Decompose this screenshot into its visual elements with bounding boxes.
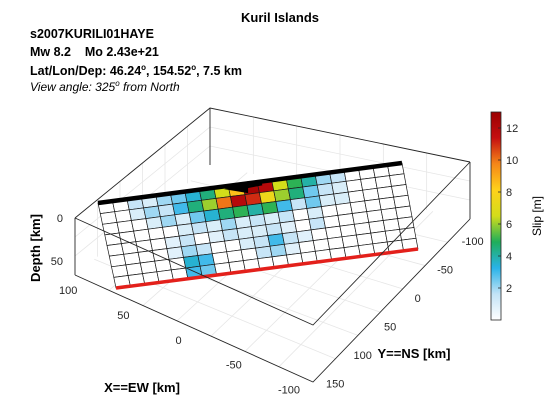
fault-top-trace bbox=[97, 160, 403, 206]
fault-patch bbox=[139, 260, 158, 274]
fault-patch bbox=[174, 212, 192, 226]
x-tick-label: 0 bbox=[176, 335, 182, 347]
colorbar-ramp bbox=[490, 111, 502, 321]
colorbar-tick-label: 4 bbox=[506, 251, 512, 263]
x-tick-label: -100 bbox=[278, 385, 300, 397]
fault-patch bbox=[370, 230, 388, 245]
y-tick-label: -100 bbox=[462, 236, 484, 248]
fault-patch bbox=[211, 251, 230, 265]
fault-patch bbox=[399, 227, 417, 241]
colorbar-tick-label: 12 bbox=[506, 123, 518, 135]
y-tick-label: 0 bbox=[415, 293, 421, 305]
fault-patch bbox=[327, 236, 345, 250]
lat-lon-depth: Lat/Lon/Dep: 46.24o, 154.52o, 7.5 km bbox=[30, 63, 242, 78]
fault-patch bbox=[221, 228, 240, 242]
longitude-value: , 154.52 bbox=[146, 64, 192, 78]
chart-title: Kuril Islands bbox=[240, 10, 320, 25]
fault-patch bbox=[391, 184, 409, 198]
y-tick-label: 100 bbox=[354, 350, 372, 362]
x-tick-label: 100 bbox=[59, 285, 77, 297]
latitude-degree: o bbox=[141, 63, 147, 72]
epicenter-marker-tail bbox=[245, 182, 263, 189]
view-angle-suffix: from North bbox=[119, 80, 180, 94]
fault-patch bbox=[205, 219, 223, 233]
colorbar-tick-label: 8 bbox=[506, 187, 512, 199]
view-angle-prefix: View angle: 325 bbox=[30, 80, 116, 94]
colorbar-tick-label: 6 bbox=[506, 219, 512, 231]
view-angle: View angle: 325o from North bbox=[30, 79, 180, 94]
fault-patch bbox=[164, 235, 182, 249]
fault-patch bbox=[238, 237, 256, 251]
box-bottom-front-edge bbox=[74, 218, 471, 383]
y-tick-label: 50 bbox=[384, 321, 396, 333]
colorbar-tick-label: 10 bbox=[506, 155, 518, 167]
fault-patch bbox=[106, 243, 125, 257]
y-axis-label: Y==NS [km] bbox=[378, 346, 451, 361]
z-tick-label: 0 bbox=[57, 213, 63, 225]
fault-patch bbox=[283, 242, 302, 256]
x-tick-label: -50 bbox=[226, 360, 242, 372]
fault-patch bbox=[281, 231, 300, 245]
fault-patch bbox=[255, 245, 273, 260]
colorbar: 2 4 6 8 10 12 bbox=[490, 111, 518, 321]
y-tick-label: 150 bbox=[326, 378, 344, 390]
fault-patch bbox=[339, 223, 357, 238]
colorbar-tick-label: 2 bbox=[506, 283, 512, 295]
fault-patch bbox=[195, 242, 213, 256]
z-axis-label: Depth [km] bbox=[28, 214, 43, 282]
fault-patch bbox=[287, 186, 306, 200]
magnitude-moment: Mw 8.2 Mo 2.43e+21 bbox=[30, 45, 159, 59]
fault-patch bbox=[382, 218, 401, 232]
fault-patch bbox=[279, 220, 298, 234]
colorbar-label: Slip [m] bbox=[530, 196, 544, 236]
fault-plane bbox=[97, 160, 419, 290]
fault-patch bbox=[364, 198, 382, 212]
z-tick-label: 50 bbox=[51, 256, 63, 268]
depth-value: , 7.5 km bbox=[196, 64, 242, 78]
longitude-degree: o bbox=[191, 63, 197, 72]
fault-bottom-edge bbox=[115, 247, 419, 290]
fault-patch bbox=[337, 213, 355, 227]
latitude-value: 46.24 bbox=[109, 64, 142, 78]
fault-patch bbox=[395, 205, 413, 219]
x-tick-label: 50 bbox=[117, 310, 129, 322]
event-id: s2007KURILI01HAYE bbox=[30, 27, 154, 41]
fault-patch bbox=[133, 228, 151, 243]
fault-patch bbox=[292, 208, 310, 222]
epicenter-marker bbox=[224, 181, 249, 194]
fault-patch bbox=[289, 197, 308, 211]
axes-box-front bbox=[74, 161, 471, 383]
view-angle-degree: o bbox=[115, 79, 120, 88]
x-axis-label: X==EW [km] bbox=[104, 380, 180, 395]
axis-ticks: 0 50 100 50 0 -50 -100 -100 -50 0 50 100 150 bbox=[51, 213, 484, 397]
box-top-front-edge bbox=[74, 161, 471, 326]
lat-lon-depth-label: Lat/Lon/Dep: bbox=[30, 64, 110, 78]
y-tick-label: -50 bbox=[437, 264, 453, 276]
